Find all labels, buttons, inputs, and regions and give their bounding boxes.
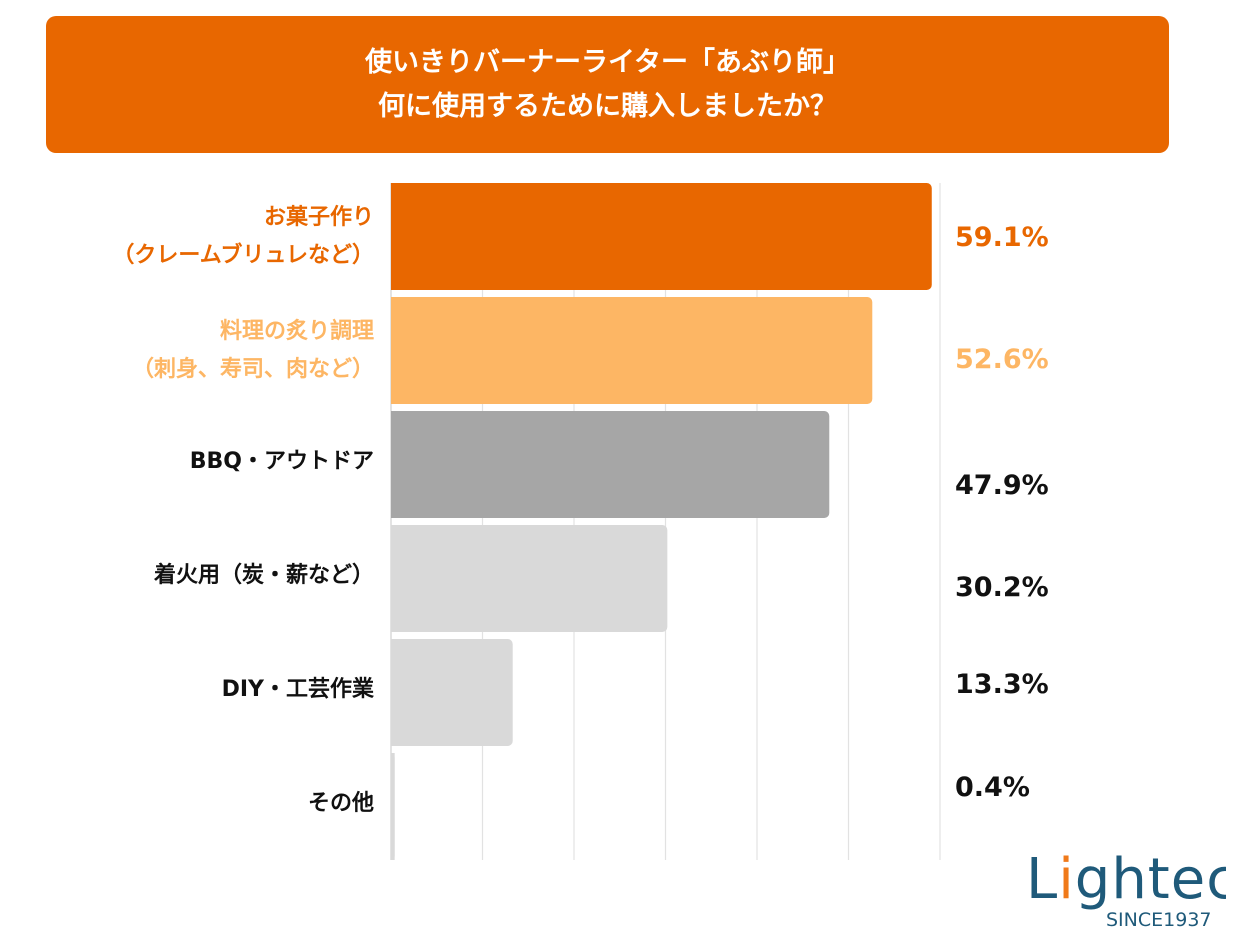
lightec-logo: Lightec SINCE1937 xyxy=(1026,847,1226,930)
category-label-line: （刺身、寿司、肉など） xyxy=(131,356,374,382)
bar xyxy=(391,411,830,518)
value-label: 13.3% xyxy=(955,669,1049,700)
category-label-line: BBQ・アウトドア xyxy=(189,448,374,474)
bar-left-edge xyxy=(391,525,397,632)
category-label: DIY・工芸作業 xyxy=(222,671,374,709)
bar xyxy=(391,297,873,404)
chart-title-line-1: 使いきりバーナーライター「あぶり師」 xyxy=(365,46,850,78)
value-label: 0.4% xyxy=(955,772,1030,803)
value-label: 47.9% xyxy=(955,470,1049,501)
bar xyxy=(391,183,932,290)
bar-left-edge xyxy=(391,297,397,404)
category-label: BBQ・アウトドア xyxy=(190,443,374,481)
category-label: お菓子作り （クレームブリュレなど） xyxy=(112,199,374,275)
value-label: 59.1% xyxy=(955,222,1049,253)
bar xyxy=(391,525,668,632)
category-label: 着火用（炭・薪など） xyxy=(154,557,374,595)
category-label-line: DIY・工芸作業 xyxy=(221,676,374,702)
value-label: 30.2% xyxy=(955,572,1049,603)
svg-text:Lightec: Lightec xyxy=(1026,847,1226,912)
bar-left-edge xyxy=(391,183,397,290)
category-label: 料理の炙り調理 （刺身、寿司、肉など） xyxy=(132,313,374,389)
bar xyxy=(391,639,513,746)
category-label-line: 料理の炙り調理 xyxy=(219,318,374,344)
svg-text:SINCE1937: SINCE1937 xyxy=(1106,909,1212,930)
bar-left-edge xyxy=(391,639,397,746)
chart-title: 使いきりバーナーライター「あぶり師」 何に使用するために購入しましたか？ xyxy=(46,16,1169,153)
category-label-line: お菓子作り xyxy=(263,204,374,230)
chart-title-line-2: 何に使用するために購入しましたか？ xyxy=(378,90,837,122)
category-label: その他 xyxy=(308,785,374,823)
category-label-line: 着火用（炭・薪など） xyxy=(153,562,374,588)
bar-left-edge xyxy=(391,411,397,518)
bar-left-edge xyxy=(391,753,395,860)
category-label-line: （クレームブリュレなど） xyxy=(112,242,374,268)
value-label: 52.6% xyxy=(955,344,1049,375)
category-label-line: その他 xyxy=(307,790,374,816)
